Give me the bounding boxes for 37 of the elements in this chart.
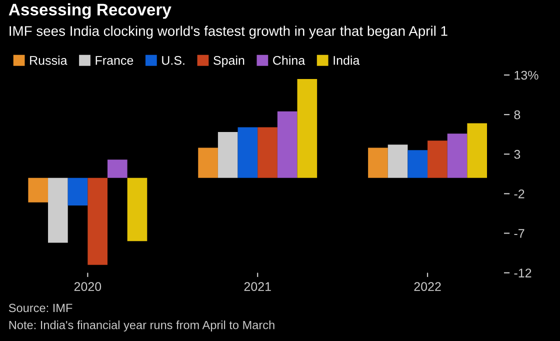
legend-label: India xyxy=(334,56,360,65)
bar xyxy=(447,134,468,178)
x-tick-label: 2020 xyxy=(74,282,102,292)
legend-label: U.S. xyxy=(162,56,184,65)
bar xyxy=(88,178,108,265)
bar xyxy=(198,148,218,178)
legend-label: Russia xyxy=(30,56,68,65)
y-tick-label: -12 xyxy=(514,268,532,278)
bar xyxy=(238,127,258,178)
bar xyxy=(107,160,128,178)
chart-title: Assessing Recovery xyxy=(8,3,172,19)
bar xyxy=(68,178,88,206)
bar xyxy=(48,178,68,243)
bar xyxy=(428,140,448,178)
bar xyxy=(218,132,238,178)
bar xyxy=(368,148,388,178)
y-tick-label: 13% xyxy=(514,70,538,80)
legend-label: Spain xyxy=(214,56,244,68)
source-note: Source: IMF xyxy=(8,304,72,312)
bar xyxy=(408,150,428,178)
bar xyxy=(277,111,298,178)
bar xyxy=(388,144,408,178)
bar xyxy=(297,78,318,178)
y-tick-label: -7 xyxy=(514,229,524,238)
bar xyxy=(28,178,48,202)
legend-label: China xyxy=(273,56,306,65)
x-tick-label: 2021 xyxy=(244,282,271,292)
x-tick-label: 2022 xyxy=(414,282,441,292)
y-tick-label: 3 xyxy=(514,150,520,159)
legend-label: France xyxy=(96,56,134,65)
bar xyxy=(467,123,488,178)
y-tick-label: 8 xyxy=(514,110,520,120)
text: Note: India's financial year runs from April to March xyxy=(9,320,274,332)
chart-subtitle: IMF sees India clocking world's fastest growth in year that began April 1 xyxy=(10,26,448,39)
bar xyxy=(127,178,148,242)
bar xyxy=(258,127,278,178)
y-tick-label: -2 xyxy=(514,189,524,198)
